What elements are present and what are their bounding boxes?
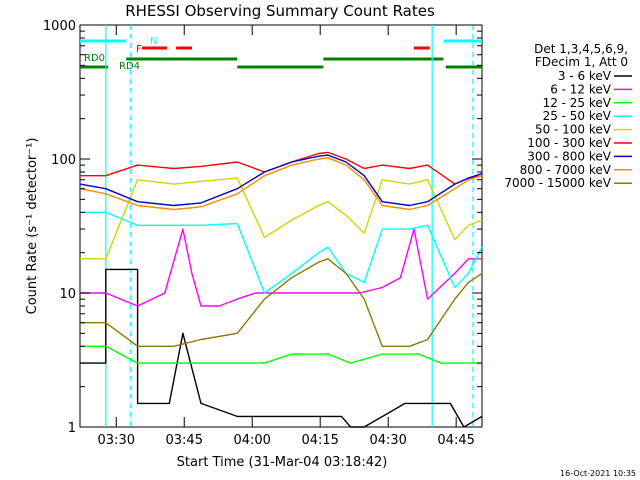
legend-label-8: 7000 - 15000 keV bbox=[504, 176, 611, 190]
flag-label-rd4: RD4 bbox=[119, 61, 140, 72]
series-line-6 bbox=[79, 154, 483, 207]
legend-label-0: 3 - 6 keV bbox=[558, 69, 612, 83]
y-tick-label-1: 10 bbox=[59, 287, 76, 302]
plot-frame bbox=[79, 24, 483, 428]
legend-label-1: 6 - 12 keV bbox=[550, 82, 612, 96]
x-tick-label-3: 04:15 bbox=[301, 433, 338, 448]
series-layer bbox=[79, 151, 483, 428]
footer-timestamp: 16-Oct-2021 10:35 bbox=[560, 469, 636, 478]
legend-label-2: 12 - 25 keV bbox=[543, 96, 612, 110]
series-line-7 bbox=[79, 157, 483, 211]
series-line-4 bbox=[80, 177, 483, 260]
axis-layer: 1 10 100 1000 03:30 03:45 04:00 04:15 04:30 04:45 bbox=[43, 19, 482, 448]
series-line-3 bbox=[80, 211, 483, 294]
x-tick-label-0: 03:30 bbox=[98, 433, 135, 448]
y-axis-label: Count Rate (s⁻¹ detector⁻¹) bbox=[25, 138, 40, 315]
flag-label-f: F bbox=[136, 44, 142, 55]
series-line-1 bbox=[80, 228, 482, 307]
x-tick-label-5: 04:45 bbox=[437, 433, 474, 448]
x-tick-label-1: 03:45 bbox=[166, 433, 203, 448]
y-tick-label-0: 1 bbox=[68, 421, 76, 436]
legend-label-4: 50 - 100 keV bbox=[535, 123, 612, 137]
legend-label-6: 300 - 800 keV bbox=[527, 149, 611, 163]
flag-label-n: N bbox=[150, 36, 157, 47]
legend-label-3: 25 - 50 keV bbox=[543, 109, 612, 123]
legend-label-5: 100 - 300 keV bbox=[527, 136, 611, 150]
y-tick-label-3: 1000 bbox=[43, 19, 76, 34]
legend: Det 1,3,4,5,6,9, FDecim 1, Att 0 3 - 6 k… bbox=[504, 42, 632, 190]
series-line-0 bbox=[80, 268, 483, 428]
legend-header-1: Det 1,3,4,5,6,9, bbox=[534, 42, 628, 56]
flag-layer bbox=[80, 39, 482, 69]
chart-title: RHESSI Observing Summary Count Rates bbox=[125, 2, 435, 20]
flag-label-rd0: RD0 bbox=[84, 53, 105, 64]
x-tick-label-4: 04:30 bbox=[369, 433, 406, 448]
series-line-5 bbox=[80, 151, 483, 185]
x-axis-label: Start Time (31-Mar-04 03:18:42) bbox=[177, 455, 388, 470]
series-line-2 bbox=[80, 345, 482, 364]
series-line-8 bbox=[80, 258, 483, 347]
legend-label-7: 800 - 7000 keV bbox=[520, 163, 612, 177]
y-tick-label-2: 100 bbox=[51, 153, 76, 168]
plot-area bbox=[79, 24, 483, 428]
x-tick-label-2: 04:00 bbox=[233, 433, 270, 448]
legend-header-2: FDecim 1, Att 0 bbox=[535, 55, 628, 69]
